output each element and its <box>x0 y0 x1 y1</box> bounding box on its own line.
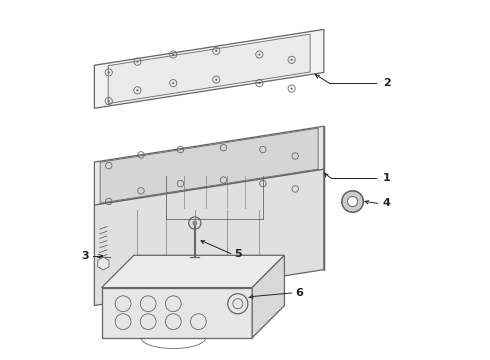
Polygon shape <box>101 255 285 288</box>
Text: 5: 5 <box>234 248 242 258</box>
Circle shape <box>342 191 364 212</box>
Text: 6: 6 <box>295 288 303 298</box>
Polygon shape <box>108 34 310 104</box>
Polygon shape <box>100 128 318 203</box>
Text: 4: 4 <box>383 198 391 208</box>
Polygon shape <box>252 255 285 338</box>
Circle shape <box>291 59 293 61</box>
Circle shape <box>215 50 218 52</box>
Circle shape <box>258 82 260 84</box>
Polygon shape <box>95 30 324 108</box>
Polygon shape <box>95 169 324 306</box>
Circle shape <box>108 100 110 102</box>
Text: 3: 3 <box>82 251 89 261</box>
Circle shape <box>258 53 260 55</box>
Polygon shape <box>101 288 252 338</box>
Circle shape <box>136 60 139 63</box>
Circle shape <box>136 89 139 91</box>
Circle shape <box>215 78 218 81</box>
Circle shape <box>108 71 110 73</box>
Circle shape <box>172 82 174 84</box>
Circle shape <box>172 53 174 55</box>
Polygon shape <box>95 126 324 205</box>
Text: 1: 1 <box>383 173 391 183</box>
Circle shape <box>192 221 197 226</box>
Text: 2: 2 <box>383 78 391 88</box>
Circle shape <box>291 87 293 90</box>
Polygon shape <box>98 257 109 270</box>
Circle shape <box>347 197 358 207</box>
